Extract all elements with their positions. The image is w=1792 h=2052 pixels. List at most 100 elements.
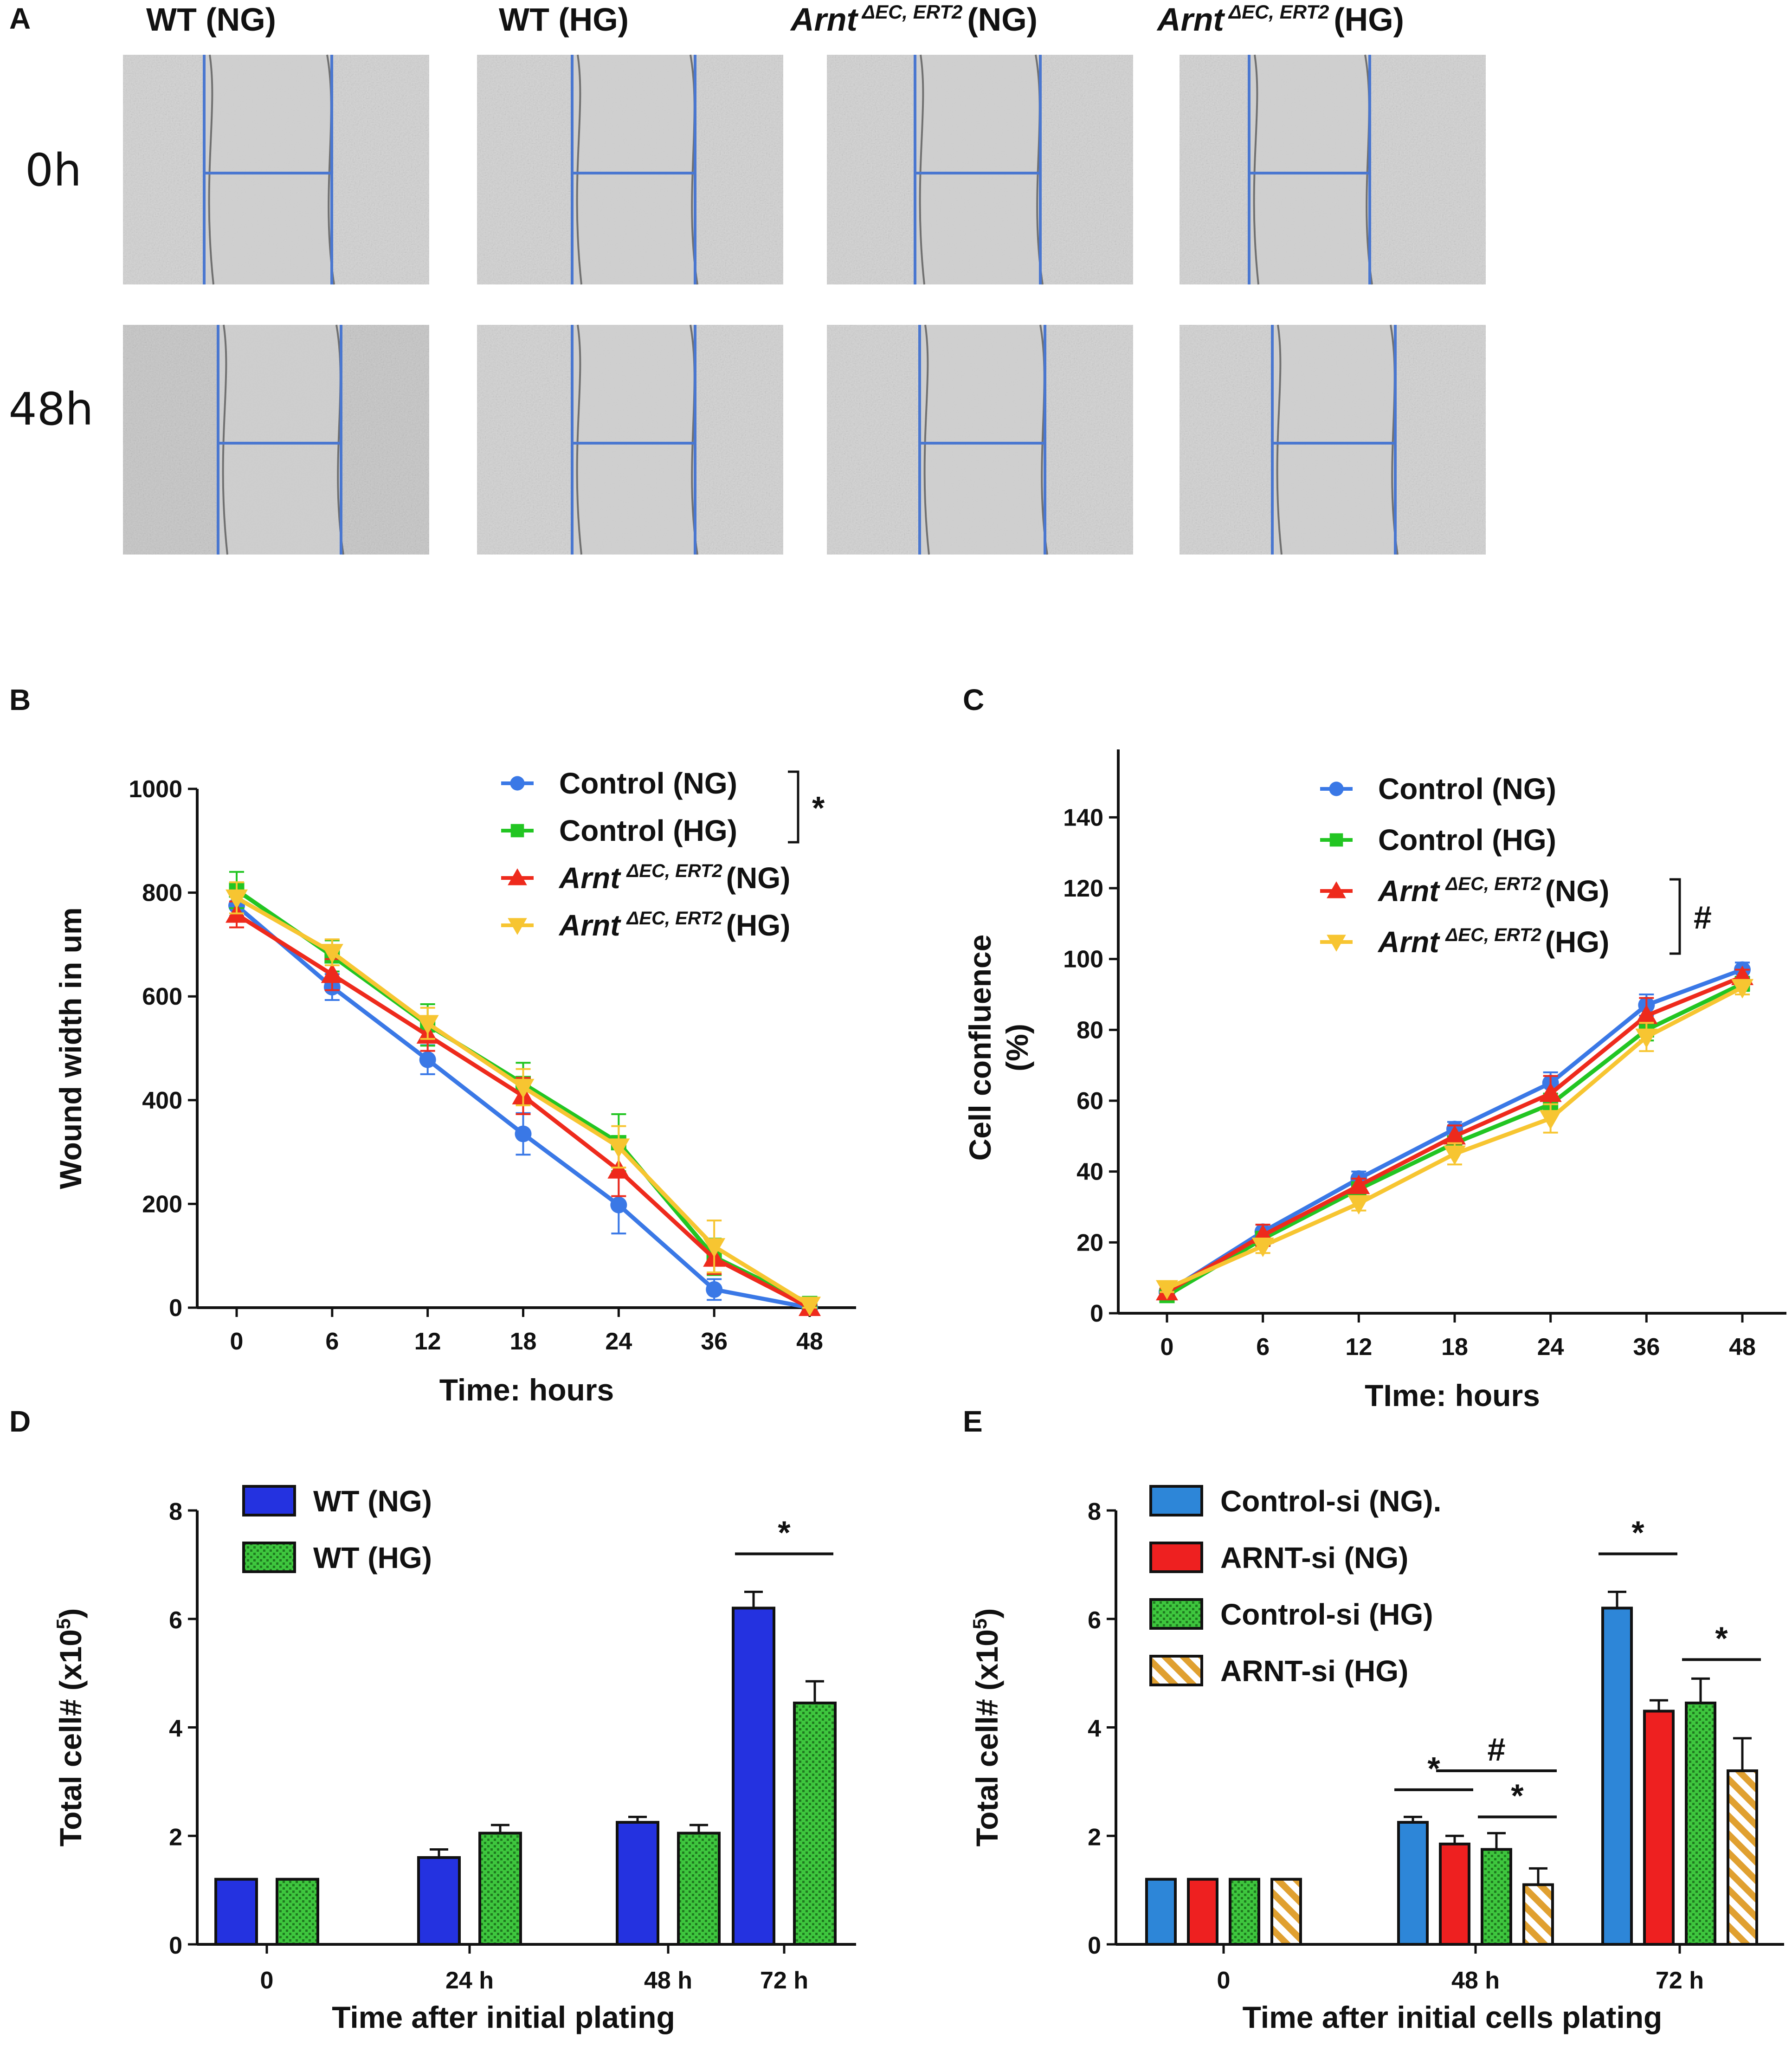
x-tick-label: 0 xyxy=(1160,1334,1174,1361)
y-tick-label: 60 xyxy=(1076,1088,1103,1115)
legend-swatch xyxy=(1149,1598,1203,1630)
cell-edge xyxy=(690,324,698,555)
micrograph-tile xyxy=(123,324,429,555)
y-tick-label: 100 xyxy=(1063,946,1103,973)
bar xyxy=(1481,1848,1512,1946)
y-tick-label: 80 xyxy=(1076,1017,1103,1044)
legend-marker xyxy=(510,776,525,791)
bar xyxy=(417,1856,461,1946)
y-tick-label: 0 xyxy=(169,1295,182,1322)
wound-area xyxy=(572,55,695,284)
x-tick-label: 48 xyxy=(1729,1334,1756,1361)
data-point xyxy=(1444,1145,1466,1165)
x-tick-label: 36 xyxy=(701,1328,728,1355)
legend-label: Control (NG) xyxy=(1378,772,1556,806)
y-tick-label: 0 xyxy=(1090,1300,1103,1327)
wound-area xyxy=(1249,55,1370,284)
x-tick-label: 6 xyxy=(1256,1334,1270,1361)
y-tick-label: 4 xyxy=(169,1716,182,1742)
y-tick-label: 20 xyxy=(1076,1229,1103,1256)
legend-marker xyxy=(1327,881,1346,898)
micrograph-tile xyxy=(1180,54,1486,285)
y-tick-label: 8 xyxy=(1088,1498,1101,1525)
y-axis-title: Wound width in um xyxy=(53,907,88,1189)
wound-area xyxy=(1272,325,1395,555)
x-tick-label: 24 xyxy=(605,1328,632,1355)
micrograph-tile xyxy=(827,324,1133,555)
y-tick-label: 600 xyxy=(142,983,182,1010)
data-point xyxy=(416,1015,439,1035)
bar xyxy=(214,1878,258,1946)
cell-edge xyxy=(576,324,582,555)
significance-mark: # xyxy=(1694,899,1712,936)
panel-b-chart: B 0 200 400 600 800 1000 0 6 12 18 24 36 48 Time: hour… xyxy=(9,683,856,1407)
data-point xyxy=(419,1051,436,1068)
cell-edge xyxy=(1364,54,1373,285)
panel-letter: D xyxy=(9,1405,31,1438)
x-tick-label: 24 xyxy=(1537,1334,1564,1361)
bar xyxy=(1270,1878,1302,1946)
legend-marker xyxy=(1329,833,1343,847)
legend-label: ARNT-si (HG) xyxy=(1220,1654,1408,1688)
column-header-arnt-ng: Arnt ΔEC, ERT2 (NG) xyxy=(790,1,1038,38)
bar xyxy=(1522,1883,1554,1946)
bar xyxy=(677,1832,721,1946)
legend-label: Control-si (NG). xyxy=(1220,1484,1441,1518)
y-tick-label: 2 xyxy=(1088,1824,1101,1851)
column-header-wt-hg: WT (HG) xyxy=(499,1,629,38)
y-tick-label: 40 xyxy=(1076,1159,1103,1186)
significance-mark: * xyxy=(1427,1750,1440,1787)
bar-series xyxy=(276,1680,837,1946)
cell-edge xyxy=(222,324,228,555)
micrograph-tile xyxy=(477,54,783,285)
bar xyxy=(793,1701,837,1946)
bar xyxy=(1397,1821,1429,1946)
legend-marker xyxy=(508,868,527,885)
legend-label: Control (HG) xyxy=(559,814,737,847)
bar xyxy=(1439,1842,1470,1946)
panel-e-chart: E 0 2 4 6 8 0 48 h 72 h Time after initial cells … xyxy=(963,1405,1784,2034)
legend-label: Control (HG) xyxy=(1378,823,1556,857)
wound-area xyxy=(915,55,1040,284)
y-tick-label: 8 xyxy=(169,1498,182,1525)
micrograph-tile xyxy=(1180,324,1486,555)
y-axis-title: Cell confluence xyxy=(963,935,997,1161)
legend-label: WT (HG) xyxy=(313,1541,432,1574)
data-point xyxy=(1731,979,1753,999)
bar-series xyxy=(214,1590,775,1946)
data-point xyxy=(607,1138,630,1158)
data-series xyxy=(226,900,821,1316)
bar xyxy=(276,1878,319,1946)
cell-edge xyxy=(1035,54,1044,285)
y-tick-label: 0 xyxy=(1088,1932,1101,1959)
x-tick-label: 12 xyxy=(1345,1334,1372,1361)
bar xyxy=(616,1821,659,1946)
legend-marker xyxy=(508,918,527,935)
y-tick-label: 0 xyxy=(169,1932,182,1959)
x-tick-label: 0 xyxy=(230,1328,244,1355)
legend-swatch xyxy=(242,1485,296,1516)
panel-letter: E xyxy=(963,1405,983,1438)
bar xyxy=(478,1832,522,1946)
column-header-arnt-hg: Arnt ΔEC, ERT2 (HG) xyxy=(1156,1,1404,38)
data-point xyxy=(1635,1004,1658,1024)
legend-marker xyxy=(1327,935,1346,952)
y-tick-label: 200 xyxy=(142,1191,182,1218)
legend: Control (NG) Control (HG) Arnt ΔEC, ERT2 (NG… xyxy=(1320,772,1609,959)
bar xyxy=(1685,1701,1716,1946)
x-axis-title: Time after initial cells plating xyxy=(1243,2000,1663,2034)
legend-swatch xyxy=(1149,1655,1203,1686)
bar xyxy=(1727,1769,1758,1946)
micrograph-tile xyxy=(123,54,429,285)
x-axis-title: Time: hours xyxy=(439,1373,614,1407)
y-tick-label: 1000 xyxy=(129,776,182,803)
data-point xyxy=(1444,1125,1466,1145)
x-tick-label: 18 xyxy=(510,1328,537,1355)
data-point xyxy=(1251,1237,1274,1257)
bar-series xyxy=(1270,1737,1758,1946)
x-tick-label: 48 xyxy=(796,1328,823,1355)
cell-edge xyxy=(326,54,335,285)
wound-area xyxy=(218,325,341,555)
legend-swatch xyxy=(1149,1542,1203,1573)
